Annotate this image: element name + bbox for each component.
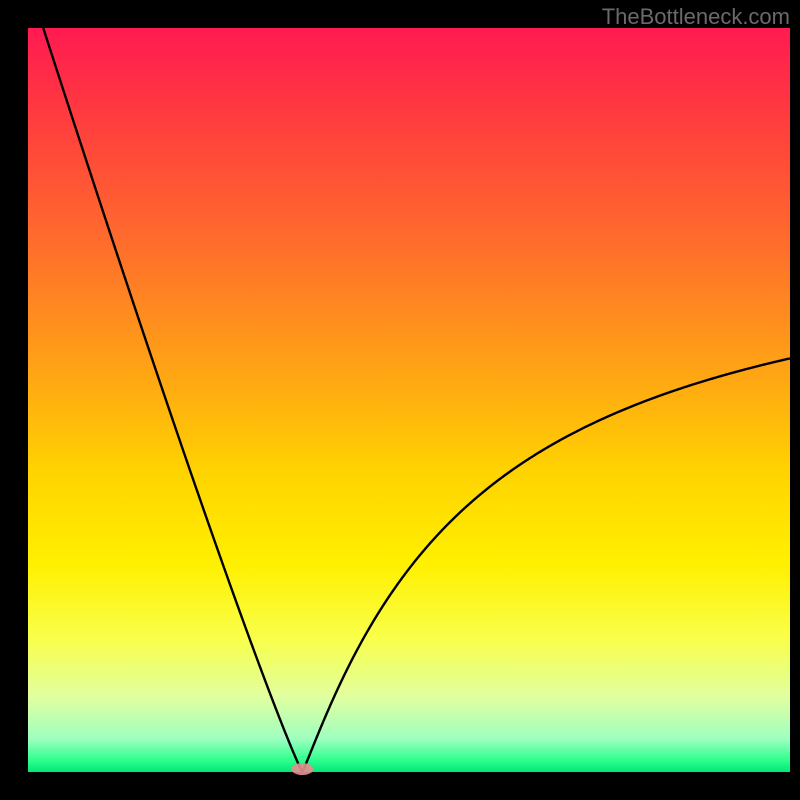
plot-background bbox=[28, 28, 790, 772]
watermark-text: TheBottleneck.com bbox=[602, 4, 790, 30]
bottleneck-chart bbox=[0, 0, 800, 800]
chart-container: TheBottleneck.com bbox=[0, 0, 800, 800]
optimal-point-marker bbox=[291, 763, 313, 775]
